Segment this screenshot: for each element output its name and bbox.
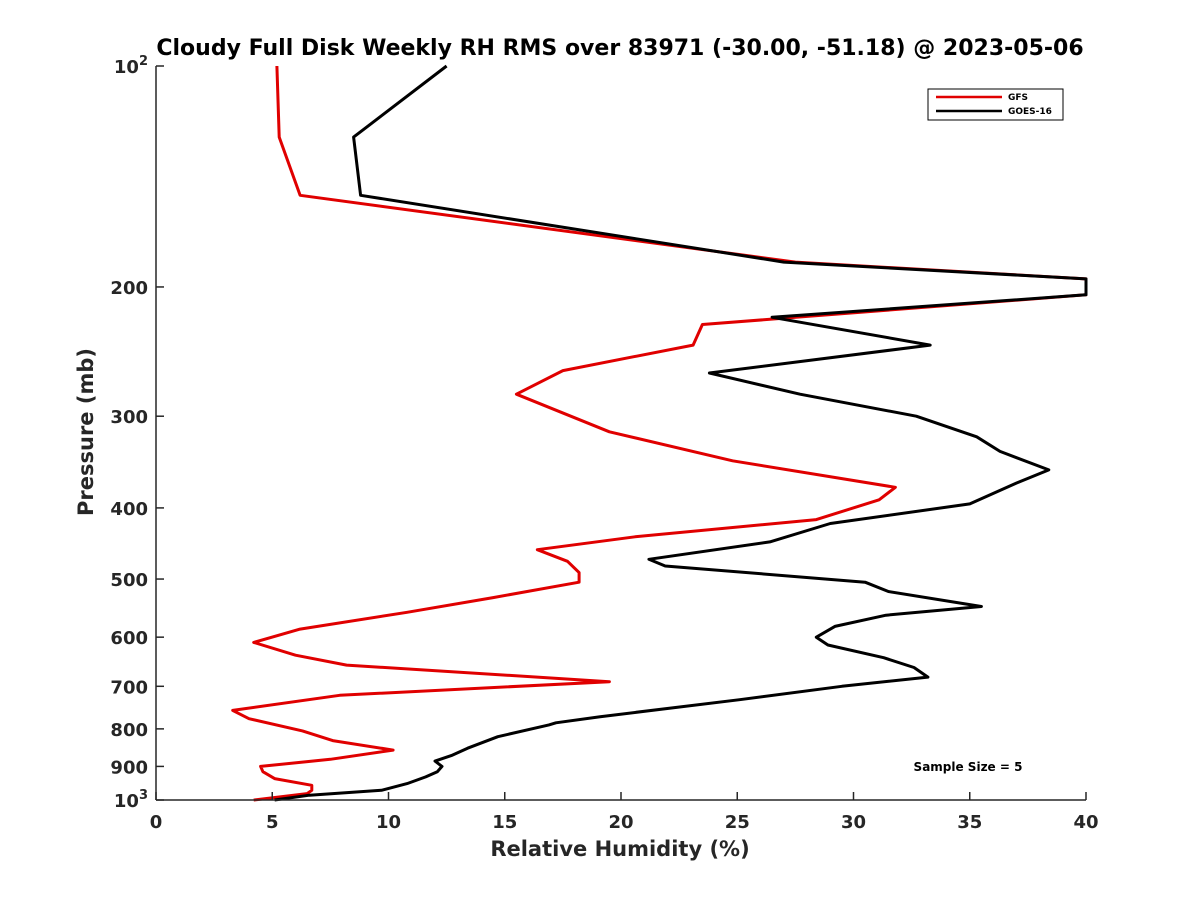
axes: 0 5 10 15 20 25 30 35 40 102 200 300 400 500 600 700 800…	[110, 54, 1098, 833]
legend: GFS GOES-16	[927, 88, 1064, 121]
series-line-gfs	[231, 65, 1088, 802]
y-tick-label: 500	[110, 570, 148, 591]
plot-area	[231, 64, 1088, 802]
legend-label-goes16: GOES-16	[1008, 107, 1052, 117]
x-tick-label: 10	[376, 812, 401, 833]
y-tick-label: 103	[114, 788, 148, 812]
y-tick-label: 900	[110, 757, 148, 778]
y-tick-label: 800	[110, 720, 148, 741]
y-tick-label: 400	[110, 499, 148, 520]
x-tick-label: 30	[841, 812, 866, 833]
y-tick-label: 200	[110, 278, 148, 299]
legend-label-gfs: GFS	[1008, 93, 1028, 103]
x-tick-label: 35	[957, 812, 982, 833]
x-tick-label: 20	[608, 812, 633, 833]
series-line-goes16	[274, 64, 1088, 802]
y-tick-label: 300	[110, 407, 148, 428]
x-tick-label: 40	[1073, 812, 1098, 833]
y-tick-label: 102	[114, 54, 148, 78]
x-tick-label: 5	[266, 812, 279, 833]
x-axis-label: Relative Humidity (%)	[490, 837, 749, 861]
x-tick-label: 25	[725, 812, 750, 833]
x-tick-label: 0	[150, 812, 163, 833]
chart-title: Cloudy Full Disk Weekly RH RMS over 8397…	[156, 36, 1083, 61]
y-tick-label: 700	[110, 677, 148, 698]
sample-size-annotation: Sample Size = 5	[914, 760, 1023, 774]
x-tick-label: 15	[492, 812, 517, 833]
legend-box	[927, 88, 1064, 121]
y-axis-label: Pressure (mb)	[74, 348, 98, 516]
y-tick-label: 600	[110, 628, 148, 649]
